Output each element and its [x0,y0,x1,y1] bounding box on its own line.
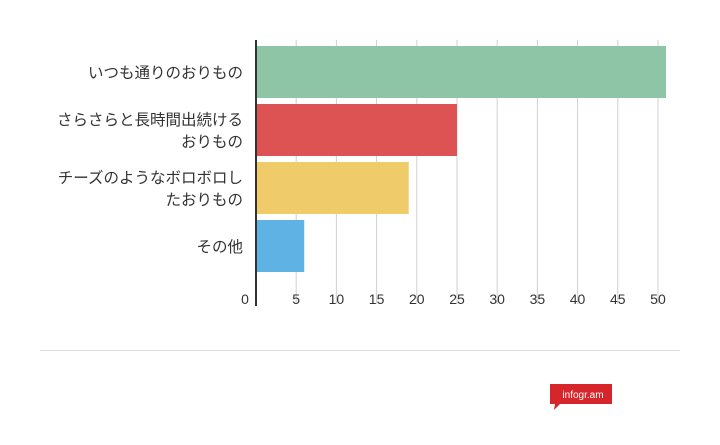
bar-chart: いつも通りのおりものさらさらと長時間出続けるおりものチーズのようなボロボロしたお… [57,40,666,307]
x-tick-label: 20 [409,291,425,307]
category-label: おりもの [181,133,243,151]
bars [256,46,666,272]
x-tick-label: 45 [610,291,626,307]
x-tick-label: 15 [369,291,385,307]
logo-text: infogr.am [562,390,603,401]
x-tick-label: 0 [241,291,249,307]
bar-2 [256,162,409,214]
x-tick-label: 10 [329,291,345,307]
x-tick-label: 30 [489,291,505,307]
category-label: たおりもの [165,191,243,209]
category-label: さらさらと長時間出続ける [57,111,243,129]
bar-0 [256,46,666,98]
x-axis-tick-labels: 0 5 10 15 20 25 30 35 40 45 50 [241,291,666,307]
bar-3 [256,220,305,272]
footer-divider [40,350,680,351]
category-labels: いつも通りのおりものさらさらと長時間出続けるおりものチーズのようなボロボロしたお… [57,64,243,256]
category-label: チーズのようなボロボロし [58,169,243,187]
category-label: その他 [196,238,243,256]
x-tick-label: 40 [570,291,586,307]
x-tick-label: 35 [530,291,546,307]
bar-1 [256,104,457,156]
x-tick-label: 50 [650,291,666,307]
category-label: いつも通りのおりもの [88,64,243,82]
x-tick-label: 5 [292,291,300,307]
x-tick-label: 25 [449,291,465,307]
infogram-logo[interactable]: infogr.am [550,384,612,410]
